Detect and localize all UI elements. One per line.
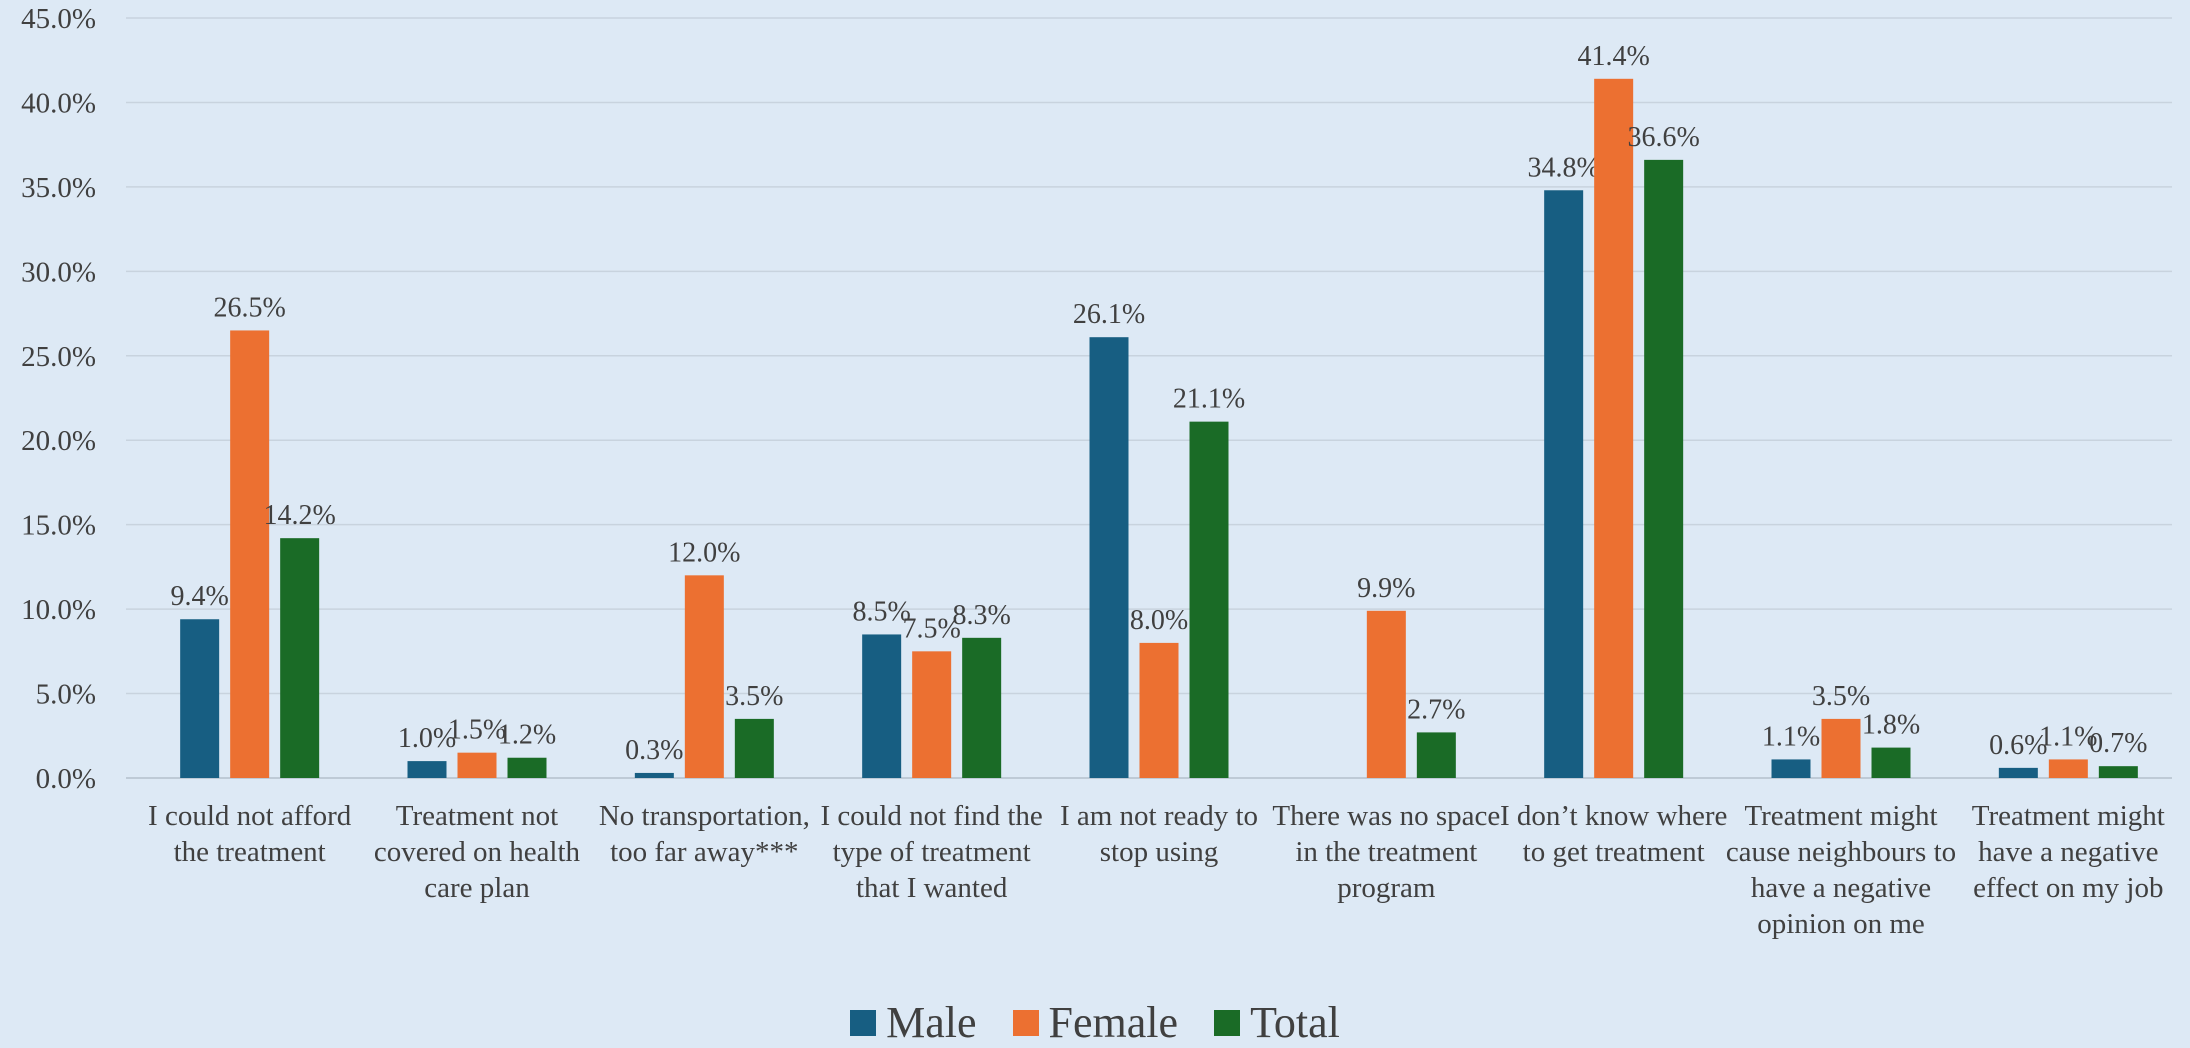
data-label: 1.1% <box>1762 721 1820 752</box>
data-label: 2.7% <box>1407 694 1465 725</box>
bar <box>1821 718 1861 778</box>
x-tick-label: No transportation, too far away*** <box>598 800 810 868</box>
y-tick-label: 10.0% <box>21 594 96 626</box>
y-tick-label: 5.0% <box>36 679 96 711</box>
bar <box>2098 766 2138 778</box>
y-tick-label: 45.0% <box>21 3 96 35</box>
x-tick-label: I could not afford the treatment <box>148 800 352 868</box>
legend: Male Female Total <box>0 998 2190 1048</box>
bar <box>1871 747 1911 778</box>
bar <box>734 718 774 778</box>
bar <box>407 761 447 778</box>
y-tick-label: 40.0% <box>21 87 96 119</box>
bar <box>1998 767 2038 778</box>
bar <box>912 651 952 778</box>
bar <box>1594 78 1634 779</box>
data-label: 36.6% <box>1628 122 1700 153</box>
legend-label: Total <box>1250 998 1340 1047</box>
legend-label: Male <box>886 998 977 1047</box>
y-tick-label: 0.0% <box>36 763 96 795</box>
y-tick-label: 35.0% <box>21 172 96 204</box>
x-tick-label: There was no space in the treatment prog… <box>1272 800 1501 904</box>
data-label: 12.0% <box>668 537 740 568</box>
y-tick-label: 20.0% <box>21 425 96 457</box>
legend-swatch <box>1012 1010 1039 1036</box>
data-label: 1.8% <box>1862 710 1920 741</box>
bar <box>1366 610 1406 778</box>
y-tick-label: 15.0% <box>21 510 96 542</box>
bar <box>1139 642 1179 778</box>
legend-label: Female <box>1048 998 1179 1047</box>
legend-swatch <box>850 1010 877 1036</box>
bar <box>280 538 320 778</box>
data-label: 8.3% <box>953 600 1011 631</box>
data-label: 0.6% <box>1989 730 2047 761</box>
data-label: 8.0% <box>1130 605 1188 636</box>
data-label: 9.9% <box>1357 573 1415 604</box>
data-label: 8.5% <box>853 596 911 627</box>
x-tick-label: Treatment might have a negative effect o… <box>1971 800 2165 904</box>
bar <box>684 575 724 778</box>
data-label: 0.3% <box>625 735 683 766</box>
bar <box>862 634 902 778</box>
bar <box>2048 759 2088 778</box>
data-label: 1.5% <box>448 715 506 746</box>
bar <box>634 772 674 778</box>
data-label: 26.5% <box>214 292 286 323</box>
data-label: 34.8% <box>1528 152 1600 183</box>
x-tick-label: Treatment not covered on health care pla… <box>373 800 581 904</box>
data-label: 1.0% <box>398 723 456 754</box>
y-tick-label: 30.0% <box>21 256 96 288</box>
bar <box>457 752 497 778</box>
data-label: 41.4% <box>1578 41 1650 72</box>
bar <box>1644 159 1684 778</box>
x-tick-label: I could not find the type of treatment t… <box>820 800 1043 904</box>
x-tick-label: Treatment might cause neighbours to have… <box>1725 800 1957 940</box>
bar <box>1189 421 1229 778</box>
bar <box>507 757 547 778</box>
y-tick-label: 25.0% <box>21 341 96 373</box>
data-label: 1.2% <box>498 720 556 751</box>
legend-item: Male <box>850 998 977 1048</box>
legend-item: Female <box>1012 998 1179 1048</box>
bar <box>962 637 1002 778</box>
bar <box>180 619 220 778</box>
x-tick-label: I am not ready to stop using <box>1059 800 1259 868</box>
bar <box>1544 190 1584 778</box>
bar <box>230 330 270 778</box>
x-tick-label: I don’t know where to get treatment <box>1499 800 1728 868</box>
data-label: 0.7% <box>2089 728 2147 759</box>
data-label: 3.5% <box>725 681 783 712</box>
data-label: 7.5% <box>903 613 961 644</box>
data-label: 1.1% <box>2039 721 2097 752</box>
legend-item: Total <box>1214 998 1340 1048</box>
data-label: 21.1% <box>1173 384 1245 415</box>
data-label: 26.1% <box>1073 299 1145 330</box>
bar <box>1089 337 1129 778</box>
data-label: 3.5% <box>1812 681 1870 712</box>
bar <box>1416 732 1456 778</box>
data-label: 14.2% <box>264 500 336 531</box>
legend-swatch <box>1214 1010 1241 1036</box>
data-label: 9.4% <box>171 581 229 612</box>
bar <box>1771 759 1811 778</box>
